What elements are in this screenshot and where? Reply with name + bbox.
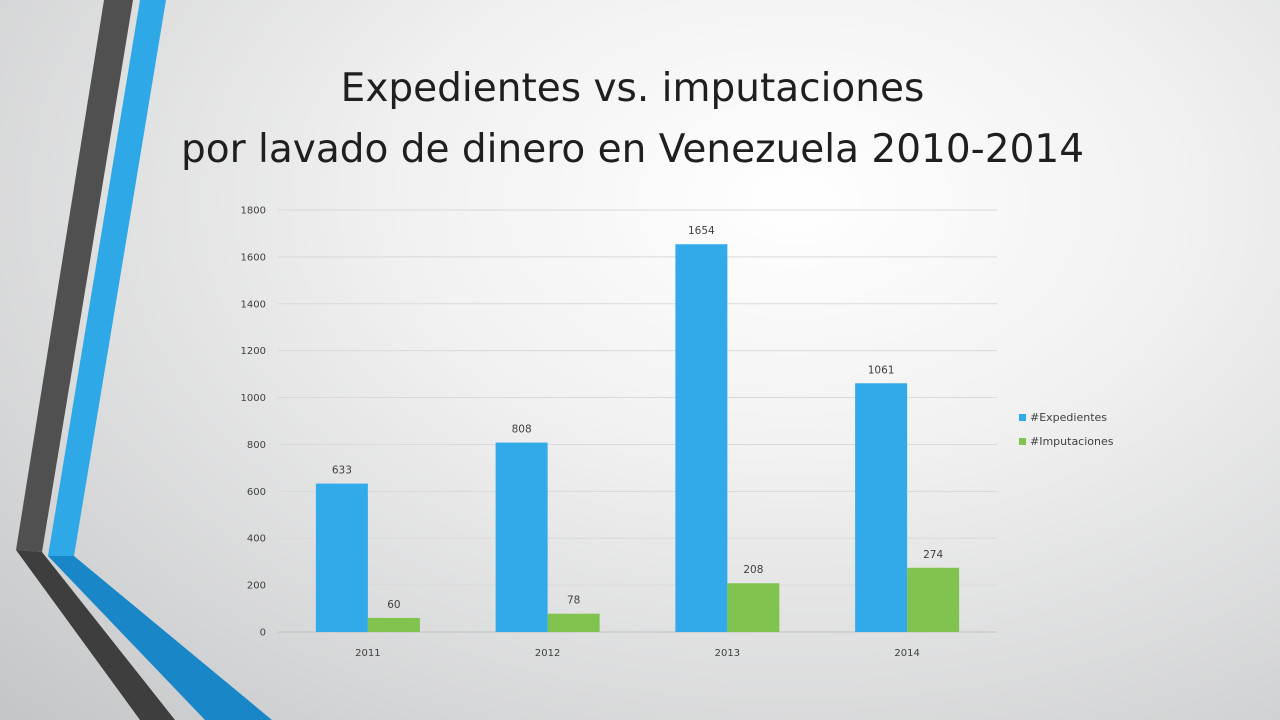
decor-blue-stripe [48, 0, 166, 556]
data-label: 808 [512, 424, 532, 436]
y-tick-label: 1600 [241, 252, 266, 263]
data-label: 208 [743, 564, 763, 576]
y-tick-label: 1000 [241, 393, 266, 404]
x-tick-label: 2014 [894, 648, 919, 659]
y-tick-label: 0 [260, 628, 266, 639]
y-tick-label: 600 [247, 487, 266, 498]
decor-blue-lower-stripe [48, 556, 272, 720]
data-label: 78 [567, 595, 580, 607]
x-tick-label: 2011 [355, 648, 380, 659]
bar [727, 583, 780, 632]
legend-label: #Imputaciones [1030, 435, 1114, 448]
bar [547, 613, 600, 632]
slide-title: Expedientes vs. imputaciones por lavado … [120, 58, 1145, 180]
y-tick-label: 1200 [241, 346, 266, 357]
slide-title-line-1: Expedientes vs. imputaciones [340, 66, 925, 111]
data-label: 633 [332, 465, 352, 477]
bar [675, 244, 728, 632]
data-label: 274 [923, 549, 943, 561]
y-tick-label: 200 [247, 581, 266, 592]
bar [315, 483, 368, 632]
y-tick-label: 400 [247, 534, 266, 545]
decor-dark-lower-stripe [16, 550, 175, 720]
decor-dark-stripe [16, 0, 133, 552]
y-tick-label: 1400 [241, 299, 266, 310]
slide-title-line-2: por lavado de dinero en Venezuela 2010-2… [180, 127, 1085, 172]
bar [855, 383, 908, 632]
bar [495, 442, 548, 632]
bar [907, 567, 960, 632]
legend-swatch [1019, 414, 1026, 421]
y-tick-label: 800 [247, 440, 266, 451]
x-tick-label: 2013 [715, 648, 740, 659]
data-label: 1061 [868, 364, 895, 376]
x-tick-label: 2012 [535, 648, 560, 659]
y-tick-label: 1800 [241, 206, 266, 217]
bar [367, 617, 420, 632]
data-label: 60 [387, 599, 400, 611]
legend-swatch [1019, 438, 1026, 445]
data-label: 1654 [688, 225, 715, 237]
legend-label: #Expedientes [1030, 411, 1107, 424]
